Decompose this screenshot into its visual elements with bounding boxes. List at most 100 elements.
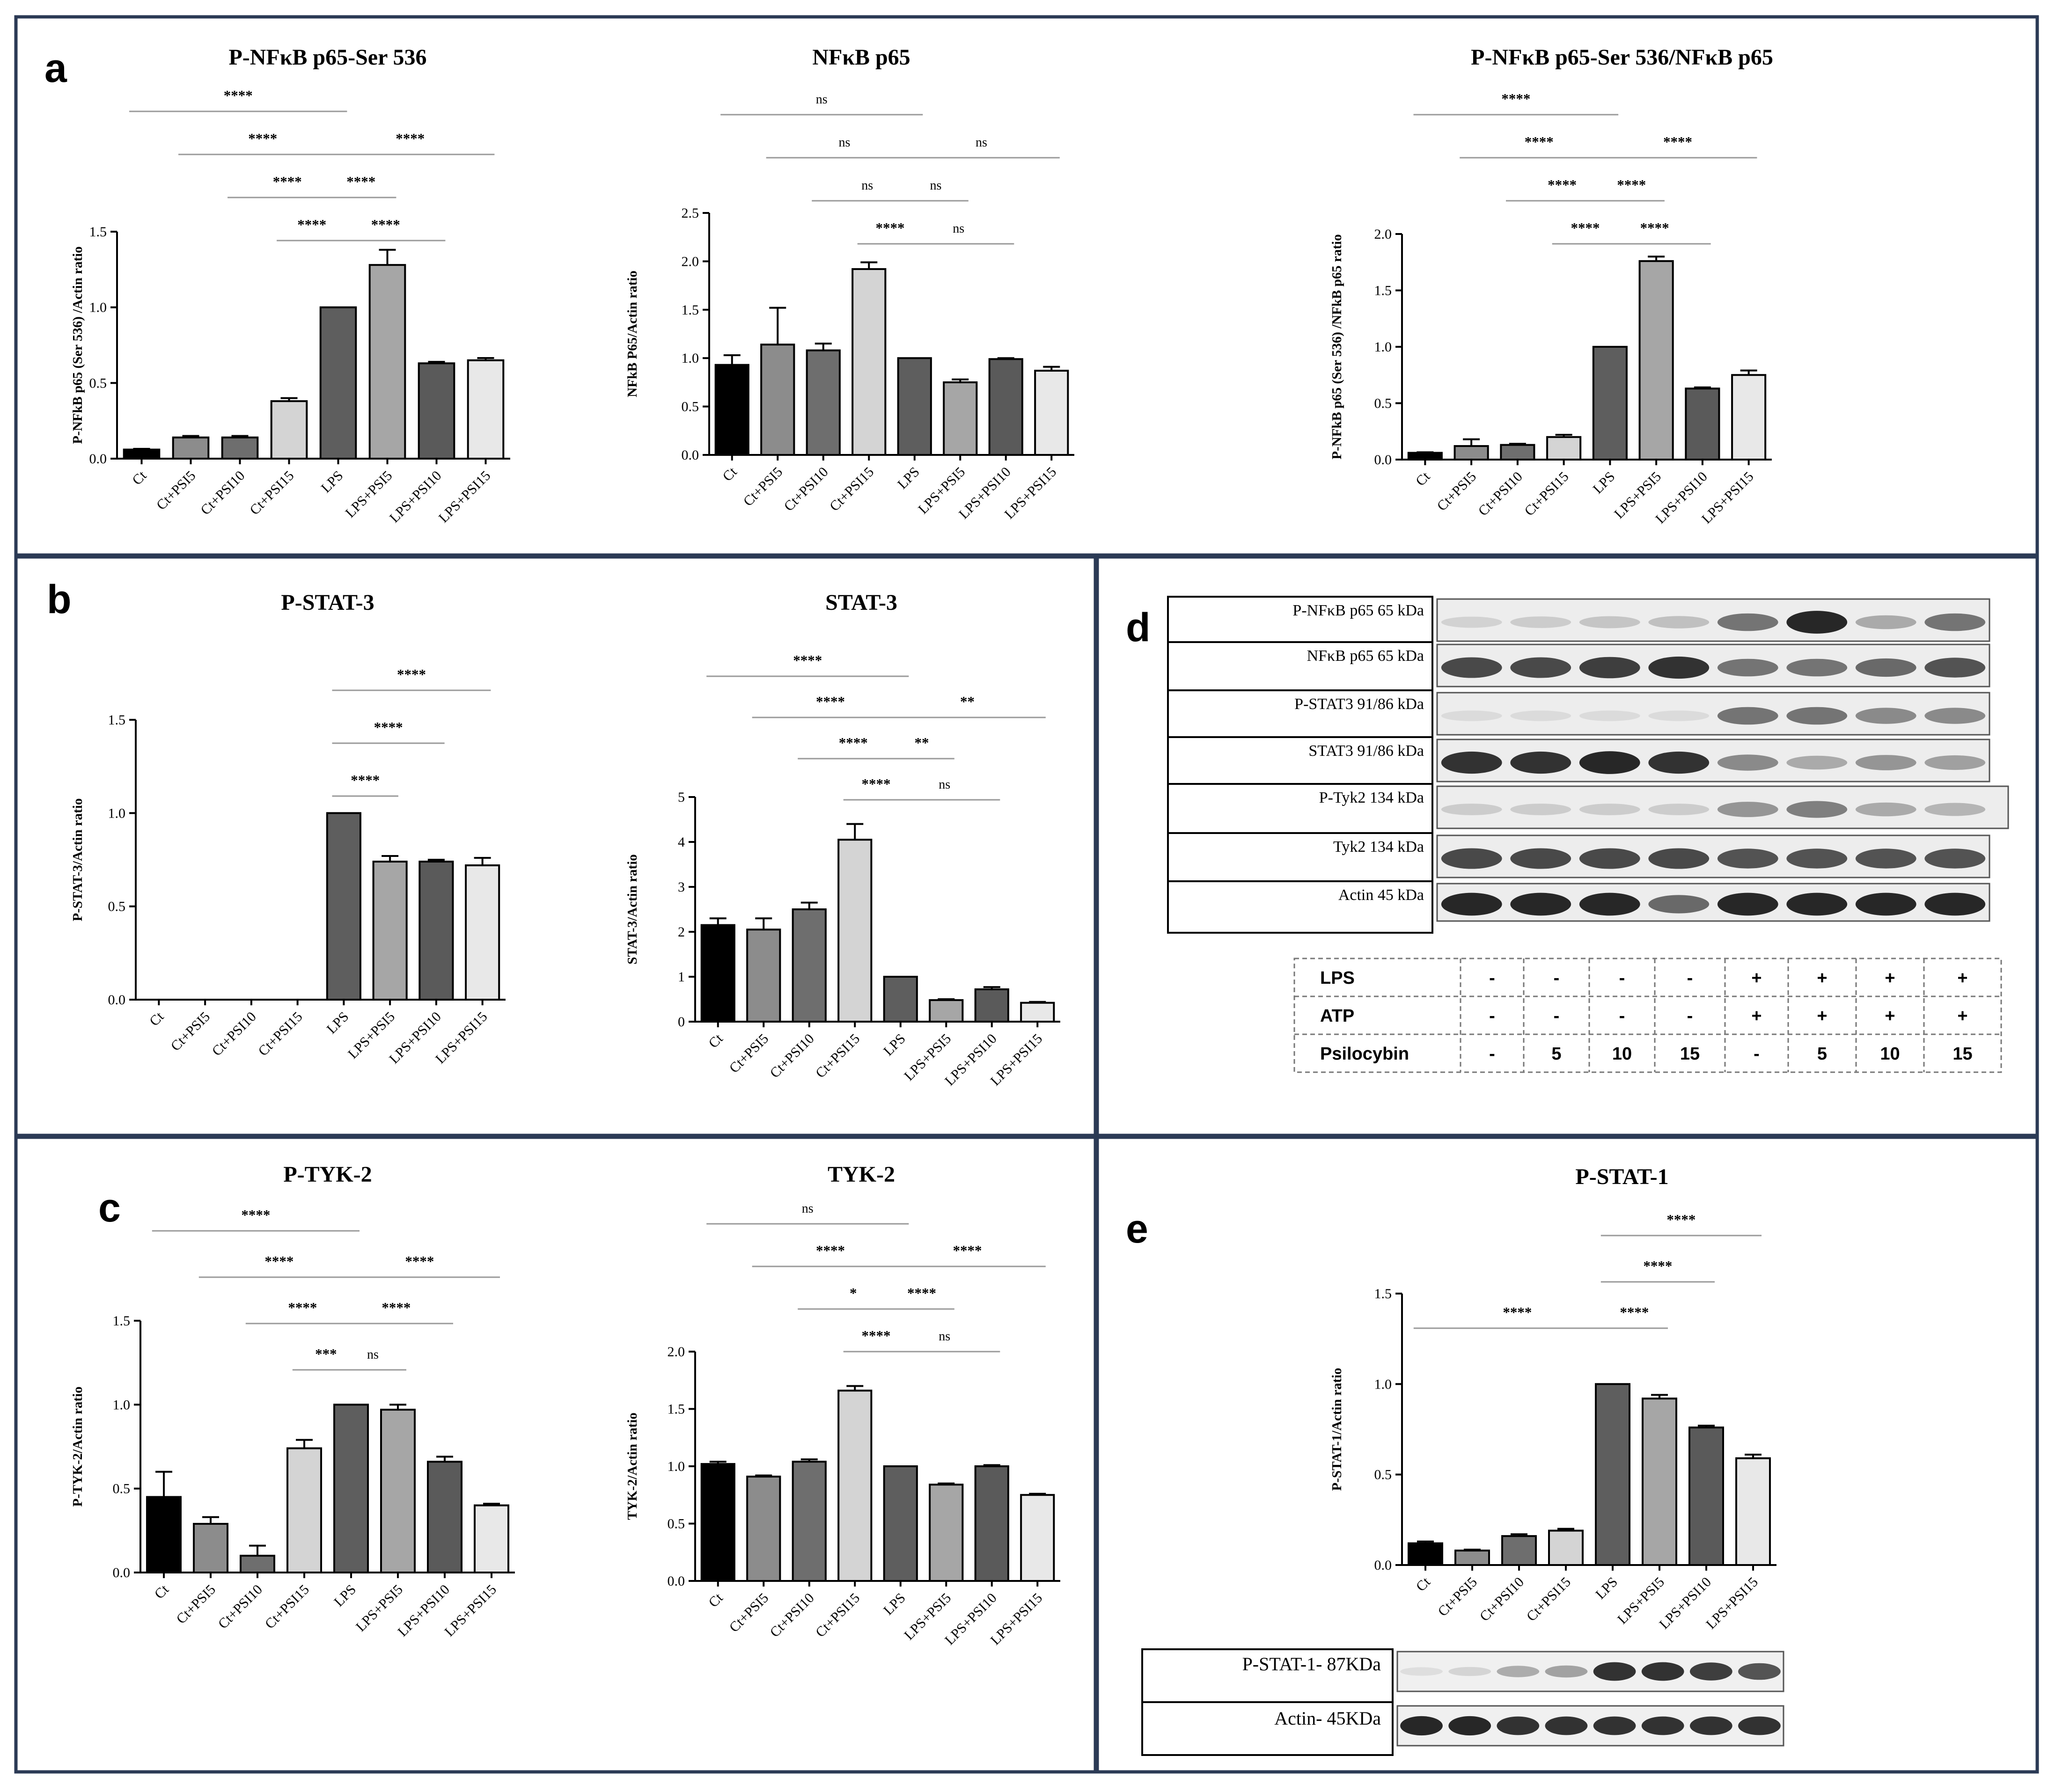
y-tick-label: 1.0 xyxy=(668,1459,685,1474)
blot-label: P-NFκB p65 65 kDa xyxy=(1292,602,1424,619)
stat1-blot-band xyxy=(1497,1666,1540,1677)
bar-lps-psi15 xyxy=(1020,1494,1055,1582)
bar-ct xyxy=(700,924,735,1023)
treatment-table: LPS - - - - + + + + ATP - - - - + + + + Psilocybin - 5 10 15 - 5… xyxy=(1293,958,2002,1073)
x-tick-label: Ct+PSI10 xyxy=(1477,1574,1527,1624)
y-axis-label: P-STAT-3/Actin ratio xyxy=(70,798,85,922)
blot-band xyxy=(1579,710,1640,721)
bar-ct-psi10 xyxy=(240,1555,275,1573)
blot-band xyxy=(1648,804,1710,815)
significance-label: **** xyxy=(248,130,277,146)
bar-ct-psi5 xyxy=(760,344,795,456)
y-tick-label: 4 xyxy=(678,834,685,850)
treatment-value: - xyxy=(1687,1006,1693,1026)
blot-label: NFκB p65 65 kDa xyxy=(1307,647,1424,665)
blot-band xyxy=(1510,848,1571,869)
blot-label: Tyk2 134 kDa xyxy=(1333,838,1424,856)
significance-label: ** xyxy=(914,734,929,751)
x-tick-label: Ct+PSI15 xyxy=(1524,1574,1574,1624)
stat1-blot-band xyxy=(1738,1663,1781,1680)
y-tick-label: 1.5 xyxy=(1374,283,1392,299)
stat1-blot-band xyxy=(1545,1716,1588,1735)
significance-label: ns xyxy=(939,1329,950,1344)
stat1-blot-band xyxy=(1497,1716,1540,1735)
x-tick-label: Ct+PSI10 xyxy=(781,464,831,514)
blot-strip xyxy=(1436,785,2009,829)
y-tick-label: 1.0 xyxy=(1374,1376,1392,1392)
bar-ct-psi15 xyxy=(286,1447,322,1573)
x-tick-label: LPS+PSI15 xyxy=(436,468,494,526)
chart-title: P-NFκB p65-Ser 536 xyxy=(228,45,426,70)
bar-ct-psi10 xyxy=(1500,444,1535,461)
y-tick-label: 0.5 xyxy=(108,899,126,914)
stat1-blot-band xyxy=(1400,1667,1443,1676)
blot-band xyxy=(1924,803,1986,816)
significance-label: **** xyxy=(346,173,375,190)
chart-p-nfkb-p65-ser536: P-NFκB p65-Ser 536 0.0 0.5 1.0 1.5 P-NFkB p65… xyxy=(70,45,510,526)
bar-ct-psi5 xyxy=(1453,445,1489,461)
panel-c-frame xyxy=(14,1135,1097,1774)
significance-label: **** xyxy=(1617,176,1646,193)
y-tick-label: 0.0 xyxy=(682,447,699,463)
blot-band xyxy=(1510,710,1571,721)
treatment-value: - xyxy=(1619,1006,1625,1026)
significance-label: **** xyxy=(861,1327,890,1344)
chart-p-tyk2: P-TYK-2 0.0 0.5 1.0 1.5 P-TYK-2/Actin ratio Ct… xyxy=(70,1162,515,1639)
y-tick-label: 1.0 xyxy=(108,805,126,821)
bar-lps xyxy=(1592,346,1628,461)
significance-label: **** xyxy=(374,719,403,735)
bar-lps-psi10 xyxy=(974,1465,1009,1582)
panel-d-frame xyxy=(1095,555,2039,1137)
y-tick-label: 1.5 xyxy=(113,1313,131,1329)
significance-label: ns xyxy=(953,221,964,236)
y-tick-label: 1.5 xyxy=(89,224,107,240)
treatment-value: 5 xyxy=(1551,1044,1561,1064)
bar-ct-psi5 xyxy=(172,436,210,460)
significance-label: ns xyxy=(802,1201,814,1216)
blot-band xyxy=(1441,848,1502,869)
bar-lps-psi5 xyxy=(1638,260,1674,461)
x-tick-label: Ct+PSI5 xyxy=(741,464,786,510)
significance-label: ns xyxy=(976,135,987,150)
chart-title: TYK-2 xyxy=(828,1162,895,1187)
blot-band xyxy=(1441,804,1502,815)
blot-band xyxy=(1510,804,1571,815)
y-tick-label: 5 xyxy=(678,790,685,805)
blot-band xyxy=(1855,755,1916,770)
bar-ct xyxy=(700,1463,735,1582)
treatment-label: ATP xyxy=(1320,1006,1354,1026)
significance-label: **** xyxy=(861,775,890,792)
blot-band xyxy=(1648,751,1710,774)
y-axis-label: P-TYK-2/Actin ratio xyxy=(70,1387,85,1507)
bar-lps xyxy=(883,976,918,1023)
significance-label: **** xyxy=(1620,1304,1649,1320)
y-axis-label: TYK-2/Actin ratio xyxy=(625,1412,640,1520)
treatment-value: + xyxy=(1957,968,1967,988)
bar-ct-psi15 xyxy=(270,400,308,460)
treatment-value: - xyxy=(1489,1044,1495,1064)
blot-label: P-Tyk2 134 kDa xyxy=(1319,789,1424,806)
chart-title: P-STAT-1 xyxy=(1575,1164,1668,1189)
bar-lps-psi15 xyxy=(1735,1457,1771,1566)
bar-lps-psi15 xyxy=(474,1504,509,1574)
stat1-blot-band xyxy=(1448,1716,1491,1736)
bar-ct-psi15 xyxy=(851,268,887,456)
x-tick-label: Ct+PSI5 xyxy=(168,1009,213,1054)
panel-letter-c: c xyxy=(98,1185,121,1230)
bar-ct xyxy=(146,1496,182,1574)
stat1-blot-band xyxy=(1545,1665,1588,1678)
bar-ct-psi10 xyxy=(1501,1535,1537,1566)
chart-p-stat1: P-STAT-1 0.0 0.5 1.0 1.5 P-STAT-1/Actin ratio… xyxy=(1329,1164,1776,1632)
significance-label: **** xyxy=(382,1299,411,1316)
chart-title: P-STAT-3 xyxy=(281,590,374,615)
x-tick-label: LPS xyxy=(881,1031,909,1059)
treatment-value: - xyxy=(1554,1006,1560,1026)
blot-band xyxy=(1648,895,1710,914)
x-tick-label: Ct+PSI5 xyxy=(173,1582,219,1627)
blot-band xyxy=(1786,658,1848,677)
y-tick-label: 0.0 xyxy=(113,1565,131,1580)
blot-band xyxy=(1855,615,1916,629)
y-tick-label: 2.0 xyxy=(668,1344,685,1360)
x-tick-label: LPS xyxy=(318,468,346,496)
